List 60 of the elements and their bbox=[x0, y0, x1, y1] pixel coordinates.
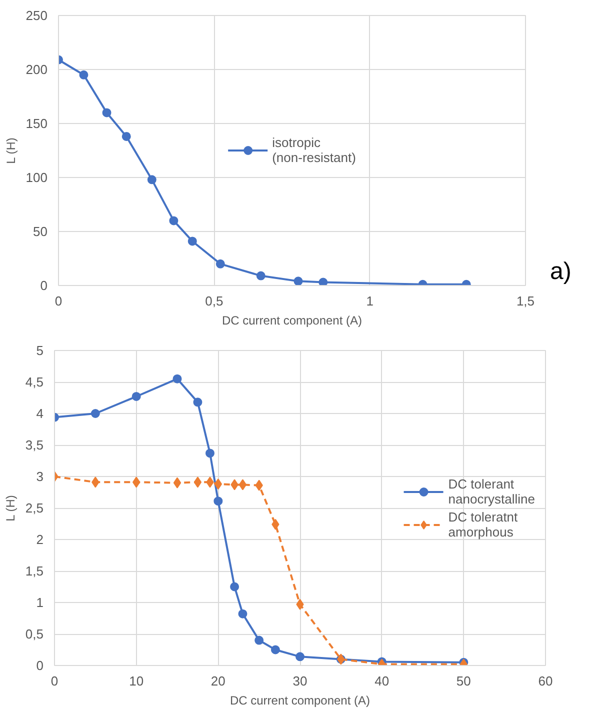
point bbox=[169, 216, 178, 226]
point bbox=[194, 476, 202, 488]
x-tick-label: 40 bbox=[374, 674, 390, 688]
y-tick-label: 1,5 bbox=[25, 564, 44, 578]
y-axis-title: L (H) bbox=[4, 138, 18, 164]
x-axis-title: DC current component (A) bbox=[222, 314, 362, 328]
point bbox=[318, 278, 328, 286]
x-tick-label: 1,5 bbox=[516, 294, 535, 308]
y-tick-label: 3,5 bbox=[25, 438, 44, 452]
x-tick-label: 60 bbox=[538, 674, 553, 688]
point bbox=[214, 496, 223, 506]
y-tick-label: 1 bbox=[36, 595, 44, 610]
y-tick-label: 4,5 bbox=[25, 374, 44, 390]
y-tick-label: 0 bbox=[40, 278, 48, 293]
y-tick-label: 50 bbox=[33, 224, 48, 239]
legend-label: DC toleratnt amorphous bbox=[448, 509, 518, 539]
point bbox=[205, 448, 214, 458]
x-tick-label: 1 bbox=[366, 294, 374, 308]
point bbox=[216, 259, 225, 268]
x-tick-label: 50 bbox=[456, 674, 471, 688]
x-tick-label: 0 bbox=[54, 294, 62, 308]
point bbox=[188, 236, 197, 246]
point bbox=[270, 645, 280, 654]
point bbox=[122, 132, 131, 141]
point bbox=[147, 175, 156, 184]
x-tick-label: 0,5 bbox=[205, 294, 224, 308]
point bbox=[173, 477, 182, 488]
y-tick-label: 250 bbox=[26, 8, 48, 23]
y-tick-label: 0,5 bbox=[25, 626, 44, 642]
y-tick-label: 2 bbox=[36, 532, 44, 547]
point bbox=[193, 398, 202, 407]
x-tick-label: 30 bbox=[292, 674, 308, 688]
point bbox=[296, 652, 304, 662]
legend-label: isotropic (non-resistant) bbox=[272, 135, 356, 165]
point bbox=[90, 409, 100, 418]
point bbox=[172, 374, 182, 384]
point bbox=[230, 582, 240, 592]
point bbox=[254, 636, 264, 645]
y-tick-label: 5 bbox=[36, 343, 44, 358]
x-tick-label: 20 bbox=[210, 674, 226, 688]
y-axis-title: L (H) bbox=[3, 495, 18, 522]
point bbox=[238, 609, 248, 618]
x-axis-title: DC current component (A) bbox=[230, 694, 370, 708]
y-tick-label: 0 bbox=[36, 658, 44, 673]
y-tick-label: 4 bbox=[36, 406, 44, 421]
text: a) bbox=[550, 257, 572, 287]
point bbox=[256, 271, 266, 280]
y-tick-label: 150 bbox=[26, 116, 48, 131]
y-tick-label: 200 bbox=[26, 62, 48, 77]
x-tick-label: 10 bbox=[129, 674, 144, 688]
point bbox=[102, 108, 112, 118]
x-tick-label: 0 bbox=[50, 674, 58, 688]
y-tick-label: 2,5 bbox=[25, 500, 44, 516]
legend-label: DC tolerant nanocrystalline bbox=[448, 476, 535, 506]
point bbox=[132, 392, 141, 401]
y-tick-label: 3 bbox=[36, 469, 44, 484]
y-tick-label: 100 bbox=[26, 170, 48, 185]
point bbox=[238, 479, 247, 490]
point bbox=[79, 70, 88, 80]
point bbox=[294, 276, 303, 286]
